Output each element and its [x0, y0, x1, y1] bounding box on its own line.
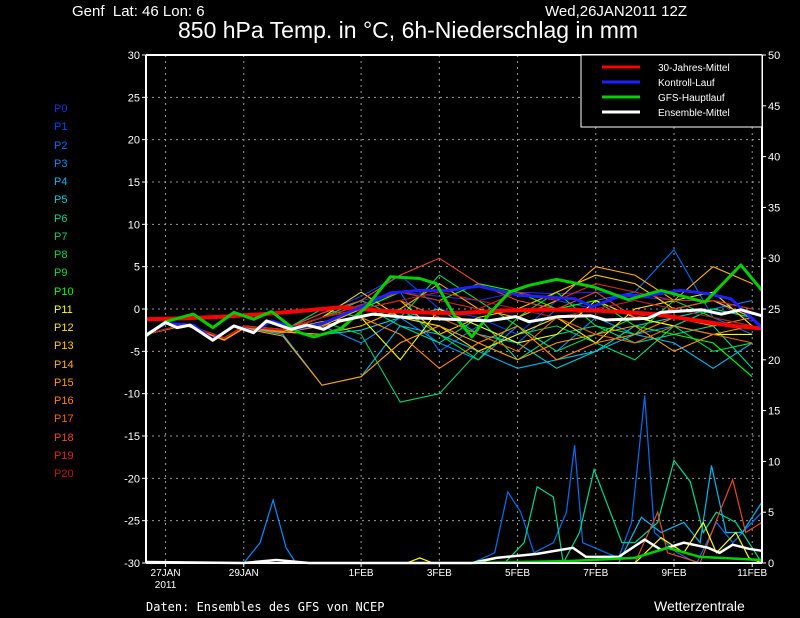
y-tick-label-right: 20 [768, 355, 780, 367]
precip-line-p3 [243, 497, 297, 564]
member-label-list: P0 P1 P2 P3 P4 P5 P6 P7 P8 P9 P10 P11 P12 P13 P14 P15 P1… [54, 100, 74, 483]
y-tick-label-right: 45 [768, 101, 780, 113]
y-tick-label-right: 5 [768, 507, 774, 519]
y-tick-label-left: 30 [128, 50, 140, 62]
y-tick-label-right: 0 [768, 558, 774, 570]
member-label: P3 [54, 157, 68, 170]
y-tick-label-left: -30 [124, 558, 140, 570]
member-label: P8 [54, 249, 68, 261]
y-tick-label-right: 15 [768, 406, 780, 418]
legend-label: GFS-Hauptlauf [658, 93, 725, 104]
y-tick-label-right: 30 [768, 253, 780, 265]
member-label: P18 [54, 431, 74, 444]
x-tick-label: 5FEB [505, 568, 530, 579]
x-tick-label: 27JAN [151, 568, 181, 579]
series-line-ensemble-mittel [145, 308, 763, 342]
y-tick-label-right: 10 [768, 456, 780, 468]
x-tick-label: 9FEB [661, 568, 686, 579]
y-tick-label-left: 5 [134, 262, 140, 274]
y-tick-label-right: 40 [768, 152, 780, 164]
series-line-gfs-hauptlauf [145, 263, 764, 339]
data-source-note: Daten: Ensembles des GFS von NCEP [146, 600, 385, 614]
y-tick-label-left: 15 [128, 177, 140, 189]
legend-label: Kontroll-Lauf [658, 78, 715, 89]
member-label: P1 [54, 121, 68, 134]
member-label: P4 [54, 176, 68, 188]
x-tick-label: 1FEB [349, 568, 374, 579]
y-tick-label-left: -25 [124, 516, 140, 528]
precip-line-p18 [634, 477, 763, 564]
member-label: P15 [54, 376, 74, 389]
precip-line-gfs-hauptlauf [471, 546, 763, 565]
brand-label: Wetterzentrale [654, 598, 745, 614]
member-line-p4 [145, 324, 753, 386]
member-label: P17 [54, 413, 74, 426]
chart-title: 850 hPa Temp. in °C, 6h-Niederschlag in … [178, 17, 639, 43]
x-tick-label: 29JAN [229, 568, 259, 579]
run-datestamp: Wed,26JAN2011 12Z [545, 3, 688, 20]
y-tick-label-left: 10 [128, 219, 140, 231]
member-label: P13 [54, 340, 74, 353]
member-label: P6 [54, 212, 68, 225]
member-label: P7 [54, 230, 68, 243]
member-label: P10 [54, 285, 74, 298]
precip-line-p2 [471, 395, 763, 564]
member-label: P0 [54, 103, 68, 115]
y-tick-label-left: 20 [128, 135, 140, 147]
member-label: P19 [54, 449, 74, 462]
member-line-p15 [145, 324, 753, 386]
member-label: P16 [54, 395, 74, 407]
member-label: P9 [54, 267, 68, 280]
member-label: P20 [54, 468, 74, 480]
y-tick-label-left: -15 [124, 431, 140, 443]
x-tick-label: 7FEB [583, 568, 608, 579]
y-tick-label-right: 50 [768, 50, 780, 62]
x-tick-label: 3FEB [427, 568, 452, 579]
member-label: P12 [54, 322, 74, 334]
y-tick-label-left: 25 [128, 92, 140, 104]
y-tick-label-left: -10 [124, 389, 140, 401]
member-label: P14 [54, 358, 74, 371]
legend-label: Ensemble-Mittel [658, 108, 730, 119]
y-tick-label-left: 0 [134, 304, 140, 316]
member-label: P11 [54, 303, 73, 316]
y-tick-label-right: 25 [768, 304, 780, 316]
precip-line-p4 [618, 465, 763, 564]
member-label: P2 [54, 139, 68, 152]
y-tick-label-left: -20 [124, 473, 140, 485]
station-label: Genf Lat: 46 Lon: 6 [72, 3, 205, 20]
x-tick-sublabel: 2011 [155, 580, 177, 591]
y-tick-label-right: 35 [768, 202, 780, 214]
legend-label: 30-Jahres-Mittel [658, 63, 730, 74]
y-tick-label-left: -5 [130, 346, 140, 358]
member-label: P5 [54, 194, 68, 207]
series-line-30-jahres-mittel [145, 305, 763, 331]
x-tick-label: 11FEB [737, 568, 767, 579]
